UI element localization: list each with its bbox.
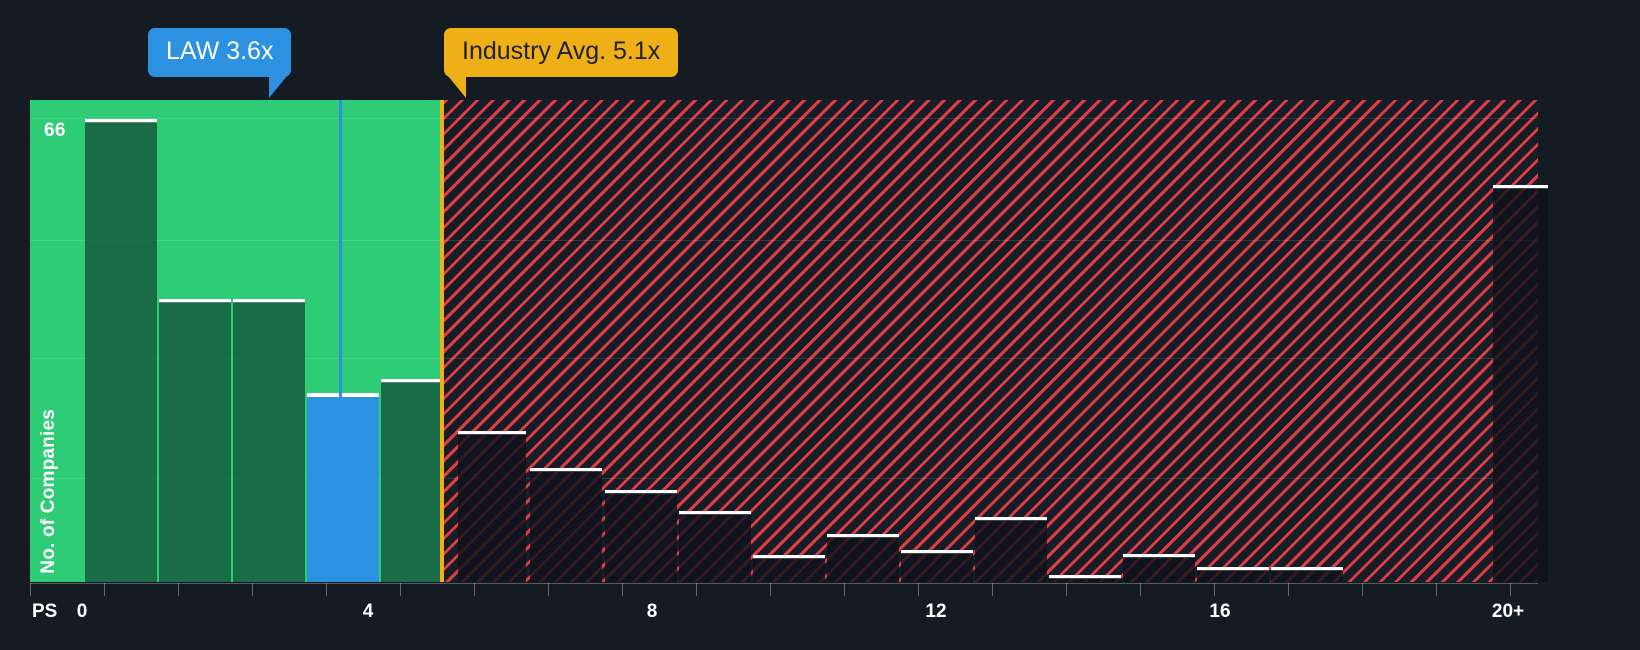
- x-tick: [622, 583, 623, 596]
- x-tick: [548, 583, 549, 596]
- x-tick-label-4: 4: [362, 601, 374, 622]
- x-tick: [1362, 583, 1363, 596]
- bar-fill: [85, 122, 157, 582]
- bar-fill: [307, 397, 379, 582]
- bar-bin-0[interactable]: [85, 119, 157, 582]
- bar-cap: [159, 299, 231, 303]
- bar-bin-7[interactable]: [605, 490, 677, 582]
- bar-fill: [975, 520, 1047, 582]
- bar-cap: [85, 119, 157, 123]
- bar-fill: [530, 471, 602, 582]
- bar-bin-15[interactable]: [1197, 567, 1269, 582]
- x-tick: [178, 583, 179, 596]
- bar-fill: [458, 434, 526, 582]
- y-axis-title: No. of Companies: [38, 409, 59, 574]
- bar-fill: [159, 302, 231, 582]
- x-tick: [1140, 583, 1141, 596]
- bar-cap: [233, 299, 305, 303]
- x-tick-label-12: 12: [925, 601, 947, 622]
- x-tick: [252, 583, 253, 596]
- bar-fill: [1271, 570, 1343, 582]
- bar-fill: [753, 558, 825, 582]
- bar-bin-10[interactable]: [827, 534, 899, 582]
- bar-bin-5[interactable]: [458, 431, 526, 582]
- callout-tail-icon: [448, 76, 466, 98]
- x-tick: [30, 583, 31, 596]
- x-tick: [1436, 583, 1437, 596]
- bar-bin-20plus[interactable]: [1493, 185, 1548, 582]
- x-tick: [104, 583, 105, 596]
- x-tick-label-8: 8: [646, 601, 658, 622]
- bar-bin-12[interactable]: [975, 517, 1047, 582]
- x-tick: [1066, 583, 1067, 596]
- x-tick: [326, 583, 327, 596]
- bar-fill: [1123, 557, 1195, 582]
- bar-cap: [679, 511, 751, 515]
- bar-cap: [1049, 575, 1121, 579]
- bar-cap: [307, 393, 379, 397]
- bar-bin-13[interactable]: [1049, 575, 1121, 582]
- bar-cap: [753, 555, 825, 559]
- bar-fill: [827, 537, 899, 582]
- marker-line-company: [339, 100, 342, 582]
- bar-fill: [233, 302, 305, 582]
- bar-bin-8[interactable]: [679, 511, 751, 582]
- bar-cap: [1197, 567, 1269, 571]
- x-tick: [696, 583, 697, 596]
- bar-cap: [605, 490, 677, 494]
- x-tick-label-16: 16: [1209, 601, 1231, 622]
- x-tick-label-20plus: 20+: [1491, 601, 1525, 622]
- callout-company-label: LAW 3.6x: [166, 37, 274, 65]
- bar-cap: [1493, 185, 1548, 189]
- x-tick: [1288, 583, 1289, 596]
- x-tick: [844, 583, 845, 596]
- x-tick: [1510, 583, 1511, 596]
- bar-bin-14[interactable]: [1123, 554, 1195, 582]
- bar-fill: [1197, 570, 1269, 582]
- x-tick: [474, 583, 475, 596]
- bar-bin-6[interactable]: [530, 468, 602, 582]
- bar-fill: [679, 514, 751, 582]
- bar-fill: [1493, 188, 1548, 582]
- bar-cap: [975, 517, 1047, 521]
- region-overvalued: [443, 100, 1538, 582]
- bar-fill: [605, 493, 677, 582]
- bar-cap: [827, 534, 899, 538]
- x-tick: [992, 583, 993, 596]
- x-tick: [400, 583, 401, 596]
- callout-tail-icon: [269, 76, 288, 98]
- x-tick: [770, 583, 771, 596]
- bar-bin-9[interactable]: [753, 555, 825, 582]
- x-tick: [1214, 583, 1215, 596]
- bar-cap: [458, 431, 526, 435]
- x-axis-line: [30, 583, 1538, 584]
- bar-bin-2[interactable]: [233, 299, 305, 582]
- bar-bin-16[interactable]: [1271, 567, 1343, 582]
- callout-industry-label: Industry Avg. 5.1x: [462, 37, 661, 65]
- bar-cap: [530, 468, 602, 472]
- callout-company[interactable]: LAW 3.6x: [148, 28, 292, 98]
- bar-cap: [1271, 567, 1343, 571]
- bar-cap: [381, 379, 443, 383]
- bar-bin-4[interactable]: [381, 379, 443, 582]
- marker-line-industry-average: [440, 100, 444, 582]
- x-axis-prefix-label: PS: [32, 601, 58, 622]
- bar-cap: [901, 550, 973, 554]
- bar-fill: [1049, 578, 1121, 582]
- bar-bin-3-company[interactable]: [307, 393, 379, 582]
- bar-bin-11[interactable]: [901, 550, 973, 582]
- x-tick: [918, 583, 919, 596]
- peak-value-label: 66: [44, 120, 66, 141]
- x-tick-label-0: 0: [76, 601, 88, 622]
- bar-cap: [1123, 554, 1195, 558]
- callout-industry-average[interactable]: Industry Avg. 5.1x: [444, 28, 679, 98]
- bar-fill: [381, 382, 443, 582]
- plot-area: 66 No. of Companies: [30, 100, 1548, 582]
- bar-fill: [901, 553, 973, 582]
- bar-bin-1[interactable]: [159, 299, 231, 582]
